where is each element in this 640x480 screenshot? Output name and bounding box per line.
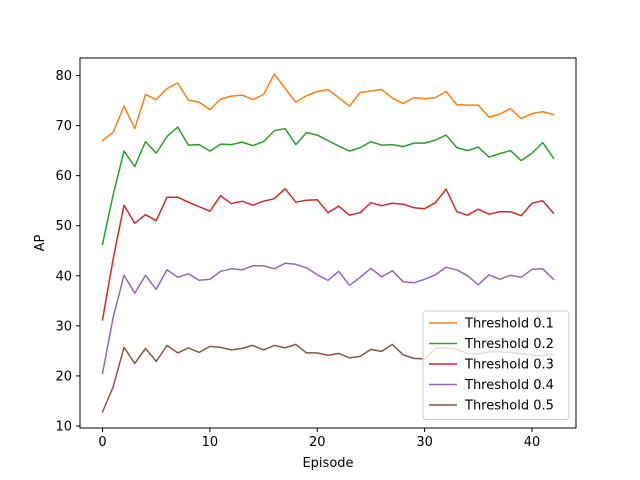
- series-line-4: [101, 262, 555, 375]
- y-tick-label: 10: [55, 419, 72, 434]
- y-axis-label: AP: [33, 234, 48, 251]
- legend-label: Threshold 0.4: [464, 378, 554, 393]
- plot-frame: [79, 57, 577, 429]
- x-tick-label: 0: [98, 435, 106, 450]
- y-tick-label: 80: [55, 69, 72, 84]
- y-tick-label: 60: [55, 169, 72, 184]
- x-axis: 0 10 20 30 40: [98, 428, 540, 450]
- x-tick-label: 20: [309, 435, 326, 450]
- series-line-1: [101, 73, 555, 142]
- y-tick-label: 20: [55, 369, 72, 384]
- y-tick-label: 50: [55, 219, 72, 234]
- legend-label: Threshold 0.1: [464, 317, 554, 332]
- legend-label: Threshold 0.2: [464, 337, 554, 352]
- legend-box: [422, 310, 570, 420]
- legend-label: Threshold 0.5: [464, 399, 554, 414]
- series-lines: [101, 73, 555, 413]
- x-tick-label: 40: [524, 435, 541, 450]
- legend: Threshold 0.1 Threshold 0.2 Threshold 0.3 T…: [422, 310, 570, 420]
- series-line-2: [101, 126, 555, 246]
- x-tick-label: 10: [202, 435, 219, 450]
- legend-label: Threshold 0.3: [464, 358, 554, 373]
- x-tick-label: 30: [416, 435, 433, 450]
- y-tick-label: 30: [55, 319, 72, 334]
- x-axis-label: Episode: [302, 456, 353, 471]
- series-line-3: [101, 187, 555, 321]
- y-tick-label: 70: [55, 119, 72, 134]
- y-tick-label: 40: [55, 269, 72, 284]
- y-axis: 10 20 30 40 50 60 70 80: [55, 69, 80, 434]
